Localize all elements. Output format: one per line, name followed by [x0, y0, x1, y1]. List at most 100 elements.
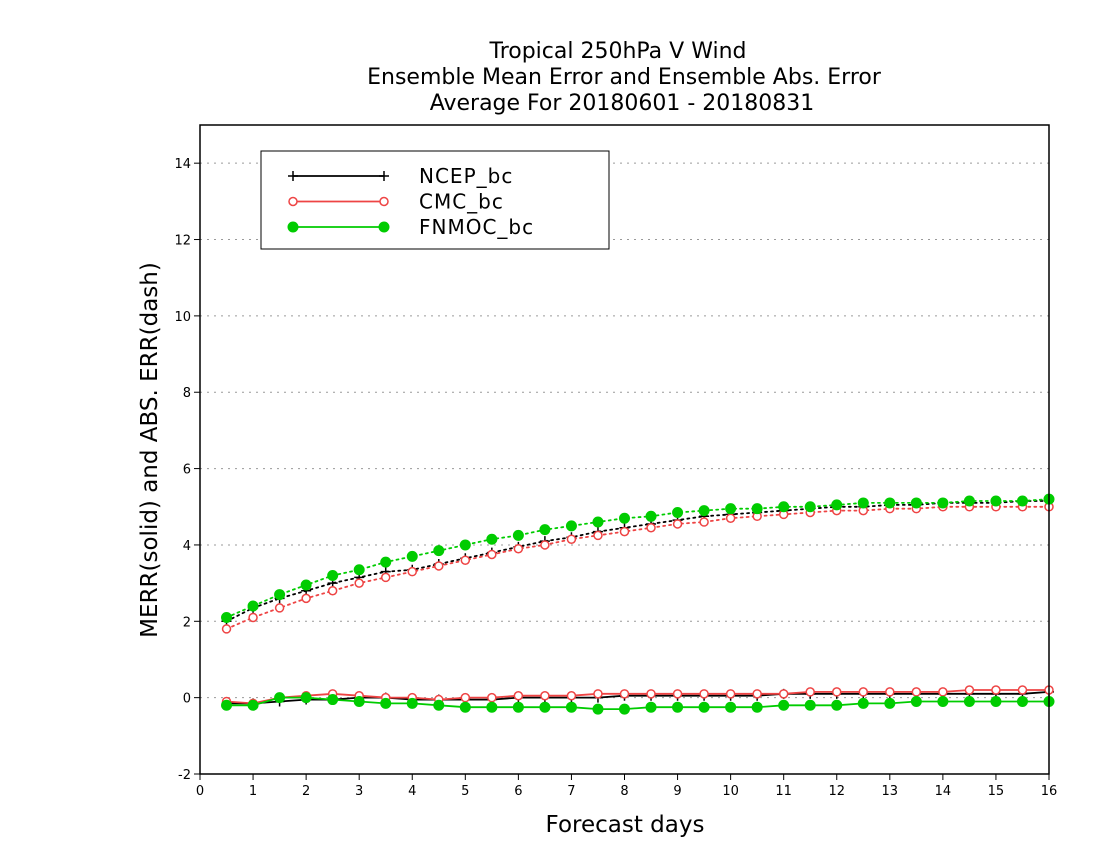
- x-tick-label: 12: [828, 784, 845, 799]
- x-tick-label: 10: [722, 784, 739, 799]
- cmc-bc-abs-err-point: [672, 519, 683, 529]
- fnmoc-bc-merr-point: [857, 697, 869, 709]
- fnmoc-bc-abs-err-point: [963, 495, 975, 507]
- y-axis-label: MERR(solid) and ABS. ERR(dash): [137, 262, 163, 638]
- cmc-bc-abs-err-point: [487, 549, 497, 560]
- cmc-bc-abs-err-point: [327, 586, 338, 596]
- cmc-bc-merr-point: [805, 687, 815, 697]
- fnmoc-bc-abs-err-point: [884, 497, 896, 509]
- legend-marker-ncep-bc: [288, 171, 298, 181]
- legend-marker-cmc-bc: [379, 196, 389, 207]
- fnmoc-bc-abs-err-point: [619, 512, 630, 524]
- x-tick-label: 1: [249, 784, 257, 799]
- x-tick-label: 3: [355, 784, 363, 799]
- cmc-bc-merr-point: [593, 689, 603, 699]
- fnmoc-bc-abs-err-point: [831, 499, 843, 511]
- y-tick-label: 12: [174, 234, 191, 249]
- fnmoc-bc-abs-err-point: [300, 579, 312, 591]
- legend-label-cmc-bc: CMC_bc: [419, 190, 504, 214]
- cmc-bc-merr-point: [540, 690, 550, 701]
- fnmoc-bc-abs-err-point: [274, 589, 286, 601]
- cmc-bc-abs-err-point: [274, 603, 285, 613]
- fnmoc-bc-abs-err-point: [327, 569, 339, 581]
- fnmoc-bc-abs-err-line: [225, 498, 1050, 619]
- cmc-bc-merr-point: [858, 687, 869, 697]
- cmc-bc-abs-err-point: [593, 530, 603, 541]
- fnmoc-bc-merr-point: [910, 695, 922, 707]
- cmc-bc-abs-err-line: [225, 505, 1050, 630]
- x-tick-label: 5: [461, 784, 469, 799]
- legend-label-ncep-bc: NCEP_bc: [419, 164, 513, 188]
- fnmoc-bc-merr-point: [327, 694, 339, 706]
- legend-marker-cmc-bc: [288, 196, 298, 207]
- cmc-bc-abs-err-point: [725, 513, 736, 523]
- fnmoc-bc-merr-point: [353, 695, 365, 707]
- fnmoc-bc-abs-err-point: [247, 600, 259, 612]
- fnmoc-bc-merr-line: [226, 696, 1049, 710]
- x-tick-label: 6: [514, 784, 522, 799]
- title-line-3: Average For 20180601 - 20180831: [430, 91, 815, 116]
- fnmoc-bc-abs-err-point: [645, 510, 657, 522]
- fnmoc-bc-abs-err-point: [778, 501, 790, 513]
- fnmoc-bc-merr-point: [539, 701, 551, 713]
- cmc-bc-merr-point: [752, 689, 762, 699]
- y-tick-label: 4: [183, 539, 191, 554]
- x-tick-label: 7: [567, 784, 575, 799]
- title-line-2: Ensemble Mean Error and Ensemble Abs. Er…: [367, 65, 882, 90]
- fnmoc-bc-abs-err-point: [804, 501, 816, 513]
- cmc-bc-abs-err-point: [646, 523, 656, 533]
- cmc-bc-abs-err-point: [301, 593, 311, 604]
- fnmoc-bc-abs-err-point: [353, 564, 365, 576]
- cmc-bc-merr-point: [619, 689, 630, 699]
- cmc-bc-abs-err-point: [699, 517, 709, 527]
- cmc-bc-merr-point: [991, 685, 1001, 695]
- cmc-bc-abs-err-point: [407, 566, 417, 577]
- cmc-bc-merr-point: [672, 689, 683, 699]
- x-tick-label: 4: [408, 784, 416, 799]
- cmc-bc-merr-point: [885, 687, 895, 697]
- cmc-bc-merr-point: [1017, 685, 1028, 695]
- fnmoc-bc-abs-err-point: [433, 545, 445, 557]
- fnmoc-bc-abs-err-point: [857, 497, 869, 509]
- cmc-bc-merr-point: [513, 690, 524, 701]
- y-tick-label: -2: [178, 768, 191, 783]
- fnmoc-bc-abs-err-point: [751, 503, 763, 515]
- fnmoc-bc-merr-point: [565, 701, 577, 713]
- fnmoc-bc-merr-point: [274, 692, 286, 704]
- fnmoc-bc-merr-point: [619, 703, 630, 715]
- fnmoc-bc-merr-point: [672, 701, 684, 713]
- x-tick-label: 15: [988, 784, 1005, 799]
- fnmoc-bc-merr-point: [247, 699, 259, 711]
- fnmoc-bc-merr-point: [486, 701, 498, 713]
- ncep-bc-abs-err-line: [225, 500, 1050, 623]
- y-tick-label: 0: [183, 692, 191, 707]
- fnmoc-bc-abs-err-point: [221, 611, 233, 623]
- cmc-bc-merr-point: [964, 685, 975, 695]
- fnmoc-bc-merr-point: [831, 699, 843, 711]
- y-tick-label: 8: [183, 386, 191, 401]
- fnmoc-bc-abs-err-point: [380, 556, 392, 568]
- fnmoc-bc-merr-point: [300, 692, 312, 704]
- y-tick-label: 14: [174, 157, 191, 172]
- cmc-bc-merr-point: [938, 687, 948, 697]
- fnmoc-bc-merr-point: [725, 701, 737, 713]
- x-tick-label: 11: [775, 784, 792, 799]
- cmc-bc-merr-point: [778, 689, 789, 699]
- legend-marker-ncep-bc: [379, 171, 389, 181]
- fnmoc-bc-merr-point: [884, 697, 896, 709]
- cmc-bc-merr-point: [911, 687, 922, 697]
- fnmoc-bc-merr-point: [804, 699, 816, 711]
- cmc-bc-abs-err-point: [221, 624, 232, 634]
- x-tick-label: 13: [882, 784, 899, 799]
- fnmoc-bc-abs-err-point: [592, 516, 604, 528]
- fnmoc-bc-merr-point: [512, 701, 524, 713]
- fnmoc-bc-merr-point: [221, 699, 233, 711]
- x-tick-label: 2: [302, 784, 310, 799]
- fnmoc-bc-merr-point: [990, 695, 1002, 707]
- cmc-bc-abs-err-point: [380, 572, 391, 583]
- cmc-bc-abs-err-point: [619, 526, 630, 537]
- cmc-bc-abs-err-point: [248, 612, 258, 623]
